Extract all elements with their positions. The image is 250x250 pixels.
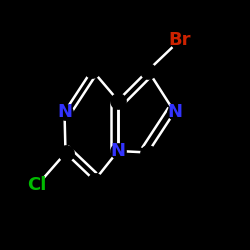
Text: N: N (110, 142, 126, 160)
Text: Br: Br (169, 31, 191, 49)
Text: Cl: Cl (27, 176, 47, 194)
Text: N: N (167, 103, 182, 121)
Text: N: N (57, 103, 72, 121)
